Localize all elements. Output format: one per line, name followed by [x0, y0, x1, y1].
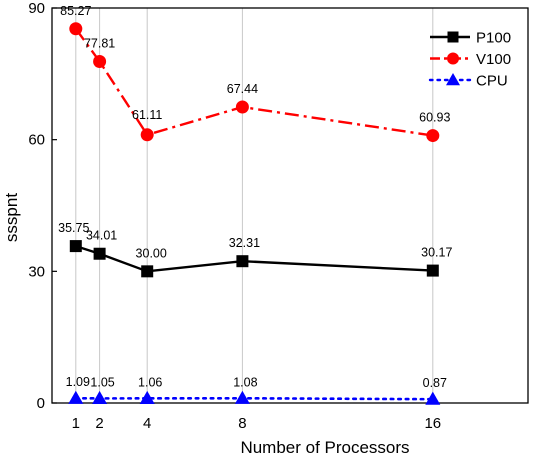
data-label-cpu: 1.09	[66, 375, 90, 389]
legend: P100 V100 CPU	[428, 30, 511, 90]
circle-marker	[140, 128, 154, 142]
square-marker	[447, 31, 459, 43]
square-marker	[426, 264, 439, 277]
data-label-cpu: 0.87	[423, 376, 447, 390]
legend-item-v100: V100	[430, 51, 511, 68]
data-label-v100: 60.93	[419, 111, 450, 125]
circle-marker	[447, 52, 459, 65]
circle-marker	[93, 55, 107, 69]
square-marker	[141, 265, 154, 278]
x-tick-label: 1	[72, 415, 80, 432]
legend-label: CPU	[476, 73, 508, 90]
data-label-cpu: 1.05	[90, 375, 114, 389]
series-v100	[69, 22, 440, 143]
legend-item-p100: P100	[430, 30, 511, 47]
y-axis-title: ssspnt	[2, 193, 21, 242]
data-label-p100: 34.01	[86, 229, 117, 243]
square-marker	[69, 240, 82, 253]
y-tick-label: 0	[37, 395, 45, 412]
data-label-v100: 77.81	[84, 37, 115, 51]
x-tick-label: 16	[424, 415, 441, 432]
x-axis-title: Number of Processors	[240, 438, 409, 457]
triangle-marker	[92, 390, 108, 405]
square-marker	[93, 247, 106, 260]
y-tick-label: 30	[28, 263, 45, 280]
plot-area-frame	[51, 7, 529, 404]
data-label-v100: 61.11	[132, 108, 162, 122]
series-cpu	[68, 390, 441, 405]
x-tick-label: 4	[143, 415, 151, 432]
series-group	[68, 22, 441, 405]
data-label-p100: 35.75	[58, 221, 89, 235]
x-tick-label: 2	[95, 415, 103, 432]
data-label-cpu: 1.06	[138, 375, 162, 389]
triangle-marker	[68, 390, 84, 404]
data-label-v100: 67.44	[227, 82, 258, 96]
triangle-marker	[425, 391, 441, 405]
x-tick-label: 8	[238, 415, 246, 432]
data-label-p100: 30.00	[136, 246, 167, 260]
y-tick-label: 90	[28, 0, 45, 17]
legend-label: P100	[476, 30, 511, 47]
data-label-v100: 85.27	[60, 4, 91, 18]
y-tick-label: 60	[28, 132, 45, 149]
circle-marker	[69, 22, 83, 36]
square-marker	[236, 255, 249, 268]
triangle-marker	[446, 73, 460, 86]
triangle-marker	[234, 390, 250, 404]
series-p100	[69, 240, 439, 278]
data-label-p100: 30.17	[421, 246, 452, 260]
axis-ticks: 1 2 4 8 16 0 30 60 90	[28, 0, 441, 432]
series-line-cpu	[74, 396, 435, 401]
data-label-cpu: 1.08	[233, 375, 257, 389]
triangle-marker	[139, 390, 155, 404]
legend-label: V100	[476, 51, 511, 68]
circle-marker	[426, 129, 440, 143]
data-label-p100: 32.31	[229, 236, 260, 250]
grid-lines	[75, 8, 434, 403]
circle-marker	[235, 100, 249, 114]
legend-item-cpu: CPU	[428, 73, 508, 90]
